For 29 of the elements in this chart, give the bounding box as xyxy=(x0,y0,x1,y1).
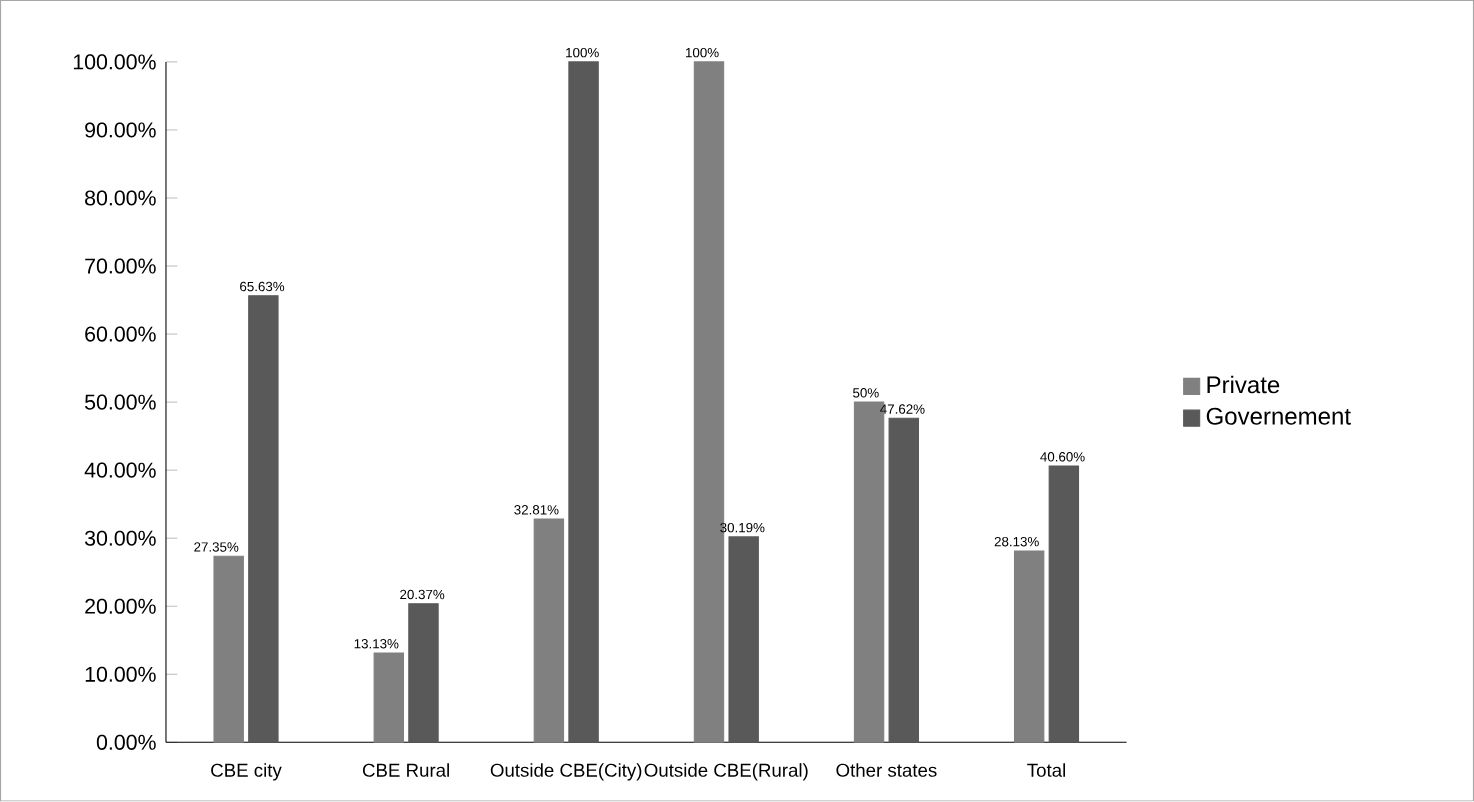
legend-label: Private xyxy=(1207,375,1280,394)
y-tick-label: 20.00% xyxy=(85,598,156,615)
y-tick-label: 70.00% xyxy=(85,258,156,274)
bar xyxy=(408,603,439,744)
x-tick-label: CBE city xyxy=(211,763,282,781)
bar xyxy=(533,518,565,744)
y-tick-label: 90.00% xyxy=(85,122,156,138)
x-tick-label: Outside CBE(Rural) xyxy=(644,763,808,781)
x-tick-label: Total xyxy=(1027,763,1065,778)
bar xyxy=(1048,465,1080,744)
x-tick-label: CBE Rural xyxy=(362,763,449,778)
y-tick-label: 60.00% xyxy=(85,326,156,342)
y-tick-label: 80.00% xyxy=(85,190,156,206)
bar xyxy=(248,295,279,744)
bar xyxy=(888,417,919,744)
bar xyxy=(728,536,759,744)
y-tick-label: 50.00% xyxy=(84,394,156,410)
y-tick-label: 10.00% xyxy=(85,666,156,683)
x-tick-label: Outside CBE(City) xyxy=(490,763,642,781)
y-tick-label: 0.00% xyxy=(96,735,156,751)
y-tick-label: 40.00% xyxy=(84,462,156,478)
bar xyxy=(213,555,244,744)
bar xyxy=(568,61,599,744)
legend-label: Governement xyxy=(1206,407,1351,426)
bar xyxy=(1013,550,1045,744)
x-tick-label: Other states xyxy=(836,763,937,778)
y-tick-label: 100.00% xyxy=(73,54,156,70)
bar xyxy=(373,652,404,744)
y-tick-label: 30.00% xyxy=(84,530,156,546)
